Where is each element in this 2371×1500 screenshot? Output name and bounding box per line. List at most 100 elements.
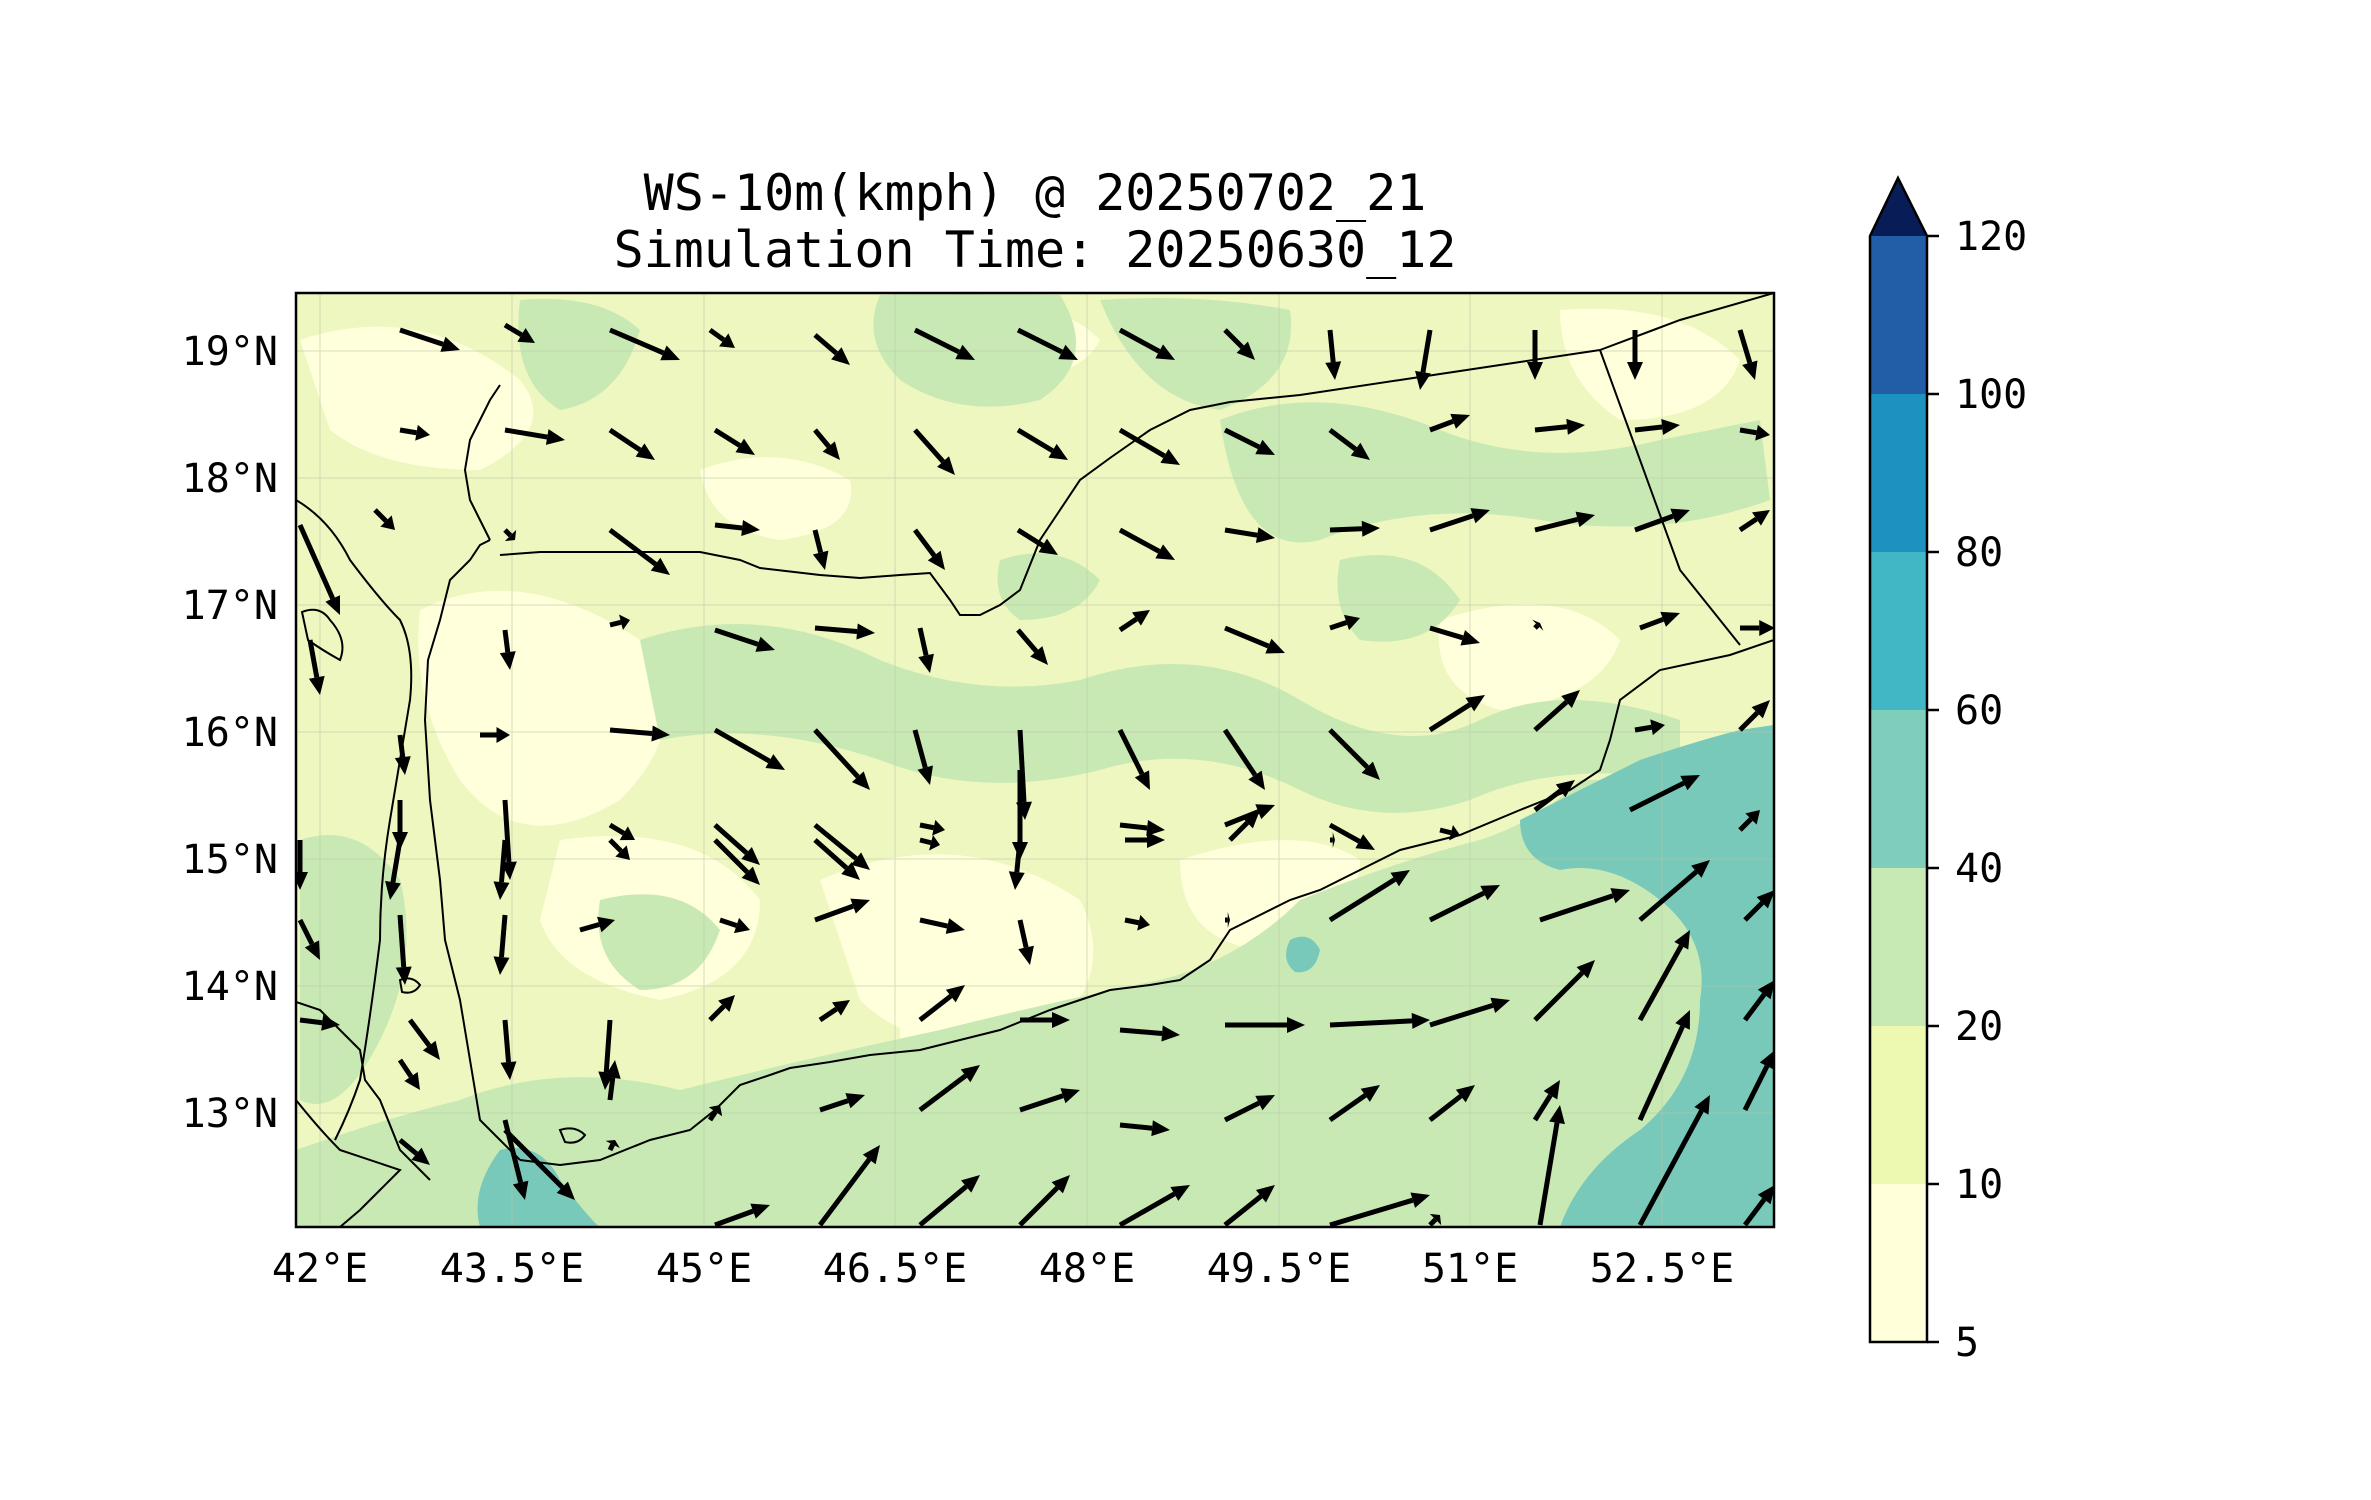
wind-vector-shaft (919, 822, 935, 831)
wind-vector-shaft (1328, 428, 1358, 452)
wind-vector-shaft (1014, 839, 1023, 873)
wind-vector-shaft (1223, 1194, 1263, 1227)
wind-vector-arrowhead (1052, 1012, 1070, 1028)
wind-vector-arrowhead (832, 1000, 850, 1016)
wind-vector-arrowhead (1627, 362, 1643, 380)
wind-vector-shaft (714, 627, 759, 647)
wind-vector-shaft (818, 1006, 838, 1023)
wind-vector-shaft (609, 327, 665, 356)
lon-tick-label: 46.5°E (823, 1246, 968, 1292)
wind-vector-shaft (1117, 728, 1145, 776)
wind-vector-shaft (609, 727, 653, 736)
wind-vector-arrowhead (1455, 1085, 1475, 1103)
wind-vector-arrowhead (1680, 775, 1700, 791)
wind-vector-shaft (713, 727, 771, 764)
lat-tick-label: 15°N (182, 837, 278, 883)
lon-tick-label: 42°E (272, 1246, 368, 1292)
wind-vector-shaft (1428, 702, 1472, 733)
wind-vector-arrowhead (1745, 810, 1760, 825)
wind-vector-arrowhead (1759, 620, 1774, 636)
wind-vector-shaft (1532, 1093, 1553, 1122)
wind-vector-shaft (390, 839, 403, 883)
wind-vector-arrowhead (1161, 1025, 1180, 1042)
wind-vector-shaft (373, 508, 388, 523)
shading-lowspeed-patch (1438, 604, 1620, 710)
wind-vector-arrowhead (741, 847, 760, 865)
wind-vector-shaft (503, 528, 513, 538)
wind-vector-arrowhead (945, 918, 965, 934)
wind-vector-shaft (719, 917, 738, 928)
wind-vector-arrowhead (1555, 780, 1575, 798)
wind-vector-shaft (1737, 329, 1753, 364)
wind-vector-shaft (399, 327, 444, 347)
wind-vector-arrowhead (556, 1181, 575, 1200)
shading-high-area (1520, 725, 1774, 1227)
wind-vector-shaft (708, 1004, 726, 1022)
wind-vector-shaft (1429, 1002, 1494, 1028)
wind-vector-shaft (1016, 327, 1064, 355)
wind-vector-arrowhead (1155, 544, 1175, 560)
wind-vector-shaft (397, 914, 407, 968)
shading-lowspeed-patch (300, 326, 534, 470)
wind-vector-arrowhead (945, 985, 965, 1003)
border-saudi-oman (1599, 293, 1774, 351)
wind-vector-arrowhead (512, 1180, 529, 1200)
wind-vector-arrowhead (1460, 630, 1480, 646)
wind-vector-shaft (1328, 822, 1361, 844)
wind-vector-shaft (1328, 1093, 1367, 1123)
wind-vector-arrowhead (1543, 1080, 1560, 1100)
wind-vector-arrowhead (1332, 832, 1335, 848)
wind-vector-arrowhead (500, 1061, 517, 1080)
wind-vector-shaft (818, 1157, 872, 1227)
lat-lon-gridlines (296, 293, 1774, 1227)
wind-vector-arrowhead (1151, 1120, 1170, 1137)
wind-vector-shaft (503, 322, 523, 338)
wind-vector-arrowhead (1030, 646, 1048, 665)
wind-vector-shaft (297, 523, 335, 600)
wind-vector-arrowhead (1576, 960, 1595, 979)
wind-vector-shaft (917, 627, 929, 656)
wind-vector-arrowhead (1227, 912, 1230, 928)
wind-vector-shaft (1124, 917, 1140, 926)
wind-vector-arrowhead (851, 852, 870, 870)
wind-vector-arrowhead (1691, 860, 1710, 878)
wind-vector-arrowhead (1532, 619, 1544, 631)
wind-vector-shaft (1634, 724, 1652, 733)
colorbar-segment (1870, 236, 1927, 394)
wind-vector-shaft (1637, 1109, 1704, 1227)
wind-vector-arrowhead (1674, 930, 1690, 950)
wind-vector-arrowhead (1155, 344, 1175, 360)
wind-vector-arrowhead (1490, 997, 1510, 1014)
colorbar-tick-label: 60 (1955, 688, 2003, 734)
wind-vector-arrowhead (1248, 770, 1265, 790)
wind-vector-arrowhead (1360, 1085, 1380, 1102)
wind-vector-shaft (1119, 822, 1148, 831)
wind-vector-arrowhead (1236, 341, 1255, 360)
wind-vector-arrowhead (1449, 824, 1460, 841)
wind-vector-shaft (1329, 1018, 1413, 1028)
wind-vector-shaft (814, 903, 854, 923)
wind-vector-shaft (1738, 817, 1753, 832)
wind-vector-arrowhead (862, 1145, 880, 1165)
wind-vector-shaft (913, 528, 937, 558)
wind-vector-shaft (1638, 869, 1698, 922)
wind-vector-shaft (1534, 516, 1579, 533)
wind-vector-shaft (1738, 516, 1758, 533)
wind-vector-shaft (603, 1019, 613, 1073)
wind-vector-shaft (1637, 1025, 1685, 1122)
wind-vector-arrowhead (296, 872, 308, 890)
wind-vector-arrowhead (1480, 885, 1500, 901)
wind-vector-shaft (1018, 1185, 1060, 1227)
wind-vector-shaft (408, 1018, 432, 1048)
colorbar-tick-label: 5 (1955, 1320, 1979, 1366)
wind-vector-shaft (1429, 418, 1455, 433)
wind-vector-arrowhead (1241, 810, 1260, 829)
wind-vector-arrowhead (845, 1093, 865, 1109)
shading-mid-band (997, 553, 1100, 620)
wind-vector-arrowhead (1470, 508, 1490, 524)
colorbar-segment (1870, 710, 1927, 868)
shading-mid-band (598, 894, 720, 990)
wind-vector-arrowhead (493, 881, 510, 900)
wind-vector-arrowhead (1146, 820, 1165, 836)
wind-vector-arrowhead (545, 429, 565, 445)
